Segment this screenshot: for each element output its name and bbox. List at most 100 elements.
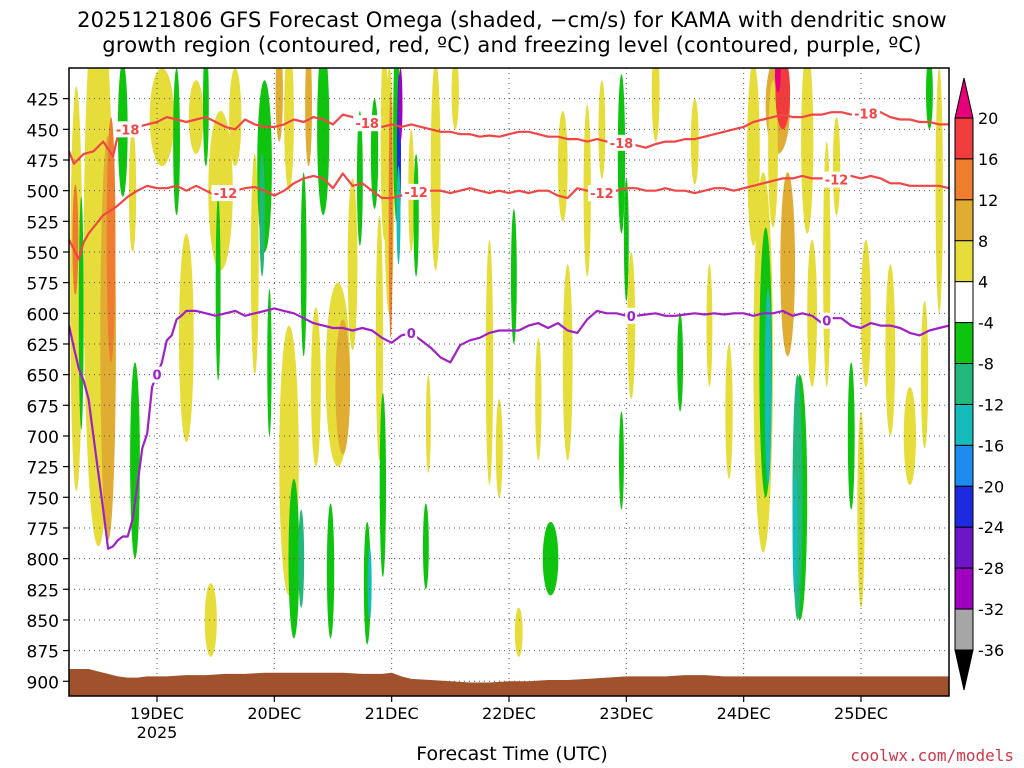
omega-patch (188, 80, 204, 154)
contour-label: -18 (610, 137, 634, 152)
omega-patch (542, 521, 559, 596)
omega-patch (485, 239, 494, 486)
y-axis-pressure: 425 450 475 500 525 550 575 600 625 650 675 700 725 7… (27, 91, 69, 693)
omega-patch (305, 68, 312, 167)
x-tick-label: 22DEC (482, 704, 536, 723)
omega-patch (311, 307, 321, 467)
omega-patch (317, 68, 330, 216)
contour-label: -18 (116, 123, 140, 138)
colorbar-tick-label: -28 (978, 559, 1004, 578)
colorbar-tick-label: 4 (978, 273, 988, 292)
credit-link[interactable]: coolwx.com/models (850, 746, 1014, 765)
y-tick-label: 475 (27, 152, 59, 172)
omega-patch (706, 264, 713, 387)
omega-patch (300, 172, 307, 357)
colorbar-legend: 20 16 12 8 4 -4 -8 -12 -16 -20 -24 -28 -32 -36 (954, 77, 1004, 691)
omega-patch (451, 68, 459, 130)
x-tick-label: 24DEC (717, 704, 771, 723)
x-tick-label: 19DEC (130, 704, 184, 723)
contour-label-bg (625, 307, 638, 324)
colorbar-tick-label: -24 (978, 518, 1004, 537)
temperature-contours: -18 -18 -18 -18 -12 -12 -12 -12 0 0 0 0 (69, 105, 949, 550)
colorbar-bin (954, 199, 974, 242)
x-tick-sublabel: 2025 (137, 723, 178, 742)
omega-patch (764, 288, 772, 486)
omega-patch (413, 153, 419, 277)
y-tick-label: 425 (27, 91, 59, 111)
omega-patch (847, 362, 855, 510)
omega-patch (780, 172, 796, 357)
contour-label: -12 (404, 186, 428, 201)
contour-label: -12 (825, 174, 849, 189)
omega-patch (130, 362, 140, 559)
y-tick-label: 625 (27, 336, 59, 356)
omega-patch (72, 184, 79, 295)
omega-patch (617, 74, 626, 234)
contour-label-bg (151, 366, 163, 383)
omega-patch (747, 68, 760, 246)
colorbar-tick-label: 12 (978, 191, 998, 210)
y-tick-label: 600 (27, 305, 59, 325)
omega-patch (149, 68, 175, 167)
y-tick-label: 875 (27, 643, 59, 663)
contour-line (69, 111, 949, 165)
y-tick-label: 575 (27, 275, 59, 295)
contour-label-bg (822, 171, 851, 188)
y-tick-label: 750 (27, 489, 59, 509)
y-tick-label: 525 (27, 213, 59, 233)
colorbar-tick-label: -16 (978, 436, 1004, 455)
contour-label: -12 (214, 187, 238, 202)
contour-label: 0 (152, 369, 161, 384)
omega-patch (229, 68, 242, 167)
omega-patch (535, 337, 542, 461)
colorbar-bin (954, 403, 974, 446)
omega-patch (926, 68, 933, 130)
omega-patch (347, 178, 358, 351)
y-tick-label: 550 (27, 244, 59, 264)
colorbar-tick-label: -32 (978, 600, 1004, 619)
omega-patch (861, 239, 871, 387)
omega-patch (677, 313, 684, 412)
omega-patch (179, 233, 194, 443)
omega-patch (204, 583, 217, 657)
omega-patch (398, 68, 403, 142)
contour-label: -18 (355, 117, 379, 132)
omega-patch (422, 503, 429, 590)
contour-label-bg (820, 312, 833, 329)
omega-patch (627, 251, 636, 400)
omega-patch (430, 68, 441, 271)
colorbar-tick-label: -36 (978, 641, 1004, 660)
x-tick-label: 20DEC (247, 704, 301, 723)
x-axis-label: Forecast Time (UTC) (416, 743, 608, 765)
omega-patch (335, 319, 351, 455)
plot-area (69, 68, 949, 696)
omega-patch (690, 98, 699, 185)
omega-patch (725, 343, 733, 479)
omega-patch (885, 264, 896, 436)
omega-patch (557, 110, 568, 222)
omega-patch (275, 68, 283, 142)
omega-patch (598, 80, 606, 179)
terrain-fill (69, 669, 949, 696)
contour-label: 0 (822, 315, 831, 330)
omega-patch (298, 509, 305, 608)
colorbar-arrow-top (954, 77, 974, 119)
omega-patch (801, 68, 814, 234)
x-tick-label: 23DEC (599, 704, 653, 723)
x-tick-label: 21DEC (365, 704, 419, 723)
colorbar-tick-label: -12 (978, 395, 1004, 414)
y-tick-label: 825 (27, 581, 59, 601)
contour-label-bg (113, 121, 142, 138)
y-tick-label: 450 (27, 121, 59, 141)
y-tick-label: 800 (27, 551, 59, 571)
omega-patch (396, 166, 401, 265)
omega-patch (284, 68, 294, 191)
omega-patch (288, 478, 300, 639)
colorbar-arrow-bottom (954, 649, 974, 691)
omega-patch (173, 68, 180, 216)
omega-patch (832, 117, 841, 216)
colorbar-tick-label: 16 (978, 150, 998, 169)
y-tick-label: 675 (27, 397, 59, 417)
